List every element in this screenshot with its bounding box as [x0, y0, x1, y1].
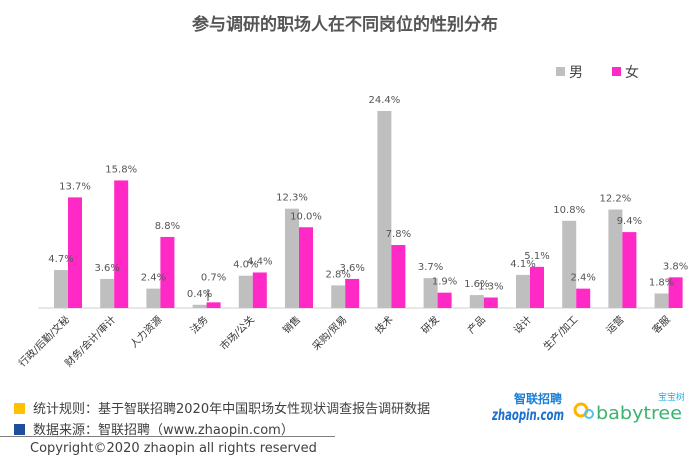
value-label-female-13: 3.8% — [663, 261, 688, 272]
copyright-divider — [0, 436, 335, 437]
value-label-female-6: 3.6% — [339, 263, 364, 274]
category-label-11: 生产/加工 — [540, 313, 580, 353]
svg-text:babytree: babytree — [596, 403, 682, 424]
value-label-male-6: 2.8% — [325, 269, 350, 280]
value-label-male-3: 0.4% — [187, 289, 212, 300]
category-label-3: 法务 — [187, 313, 210, 336]
bar-female-10 — [530, 266, 544, 308]
bar-male-1 — [100, 278, 115, 308]
value-label-male-1: 3.6% — [94, 263, 119, 274]
category-label-10: 设计 — [511, 313, 534, 336]
copyright-text: Copyright©2020 zhaopin all rights reserv… — [30, 441, 317, 456]
value-label-male-8: 3.7% — [418, 262, 443, 273]
footer-source: 数据来源：智联招聘（www.zhaopin.com） — [14, 419, 294, 438]
value-label-female-5: 10.0% — [290, 211, 322, 222]
bar-male-2 — [146, 288, 161, 308]
bar-male-3 — [192, 304, 207, 308]
category-label-12: 运营 — [603, 313, 626, 336]
bar-female-8 — [437, 292, 452, 308]
value-label-male-13: 1.8% — [649, 277, 674, 288]
bar-female-13 — [668, 277, 683, 308]
footer-rule: 统计规则：基于智联招聘2020年中国职场女性现状调查报告调研数据 — [14, 398, 430, 417]
legend-label-male: 男 — [569, 65, 583, 81]
value-label-female-12: 9.4% — [617, 216, 642, 227]
legend-swatch-male — [556, 67, 565, 76]
value-label-female-3: 0.7% — [201, 272, 226, 283]
chart-title: 参与调研的职场人在不同岗位的性别分布 — [192, 14, 498, 35]
value-labels: 4.7%13.7%3.6%15.8%2.4%8.8%0.4%0.7%4.0%4.… — [48, 95, 688, 300]
value-label-male-9: 1.6% — [464, 279, 489, 290]
value-label-male-11: 10.8% — [553, 205, 585, 216]
bar-male-8 — [423, 278, 438, 308]
category-label-2: 人力资源 — [127, 313, 164, 350]
value-label-female-11: 2.4% — [570, 273, 595, 284]
value-label-female-9: 1.3% — [478, 282, 503, 293]
footer-source-text: 数据来源：智联招聘（www.zhaopin.com） — [33, 423, 294, 438]
value-label-female-2: 8.8% — [155, 221, 180, 232]
bar-female-7 — [391, 245, 406, 308]
bar-female-3 — [206, 302, 221, 308]
rule-square-icon — [14, 403, 25, 414]
value-label-male-4: 4.0% — [233, 260, 258, 271]
legend-label-female: 女 — [625, 64, 639, 81]
legend-swatch-female — [612, 67, 621, 76]
value-label-female-7: 7.8% — [386, 229, 411, 240]
value-label-female-10: 5.1% — [524, 251, 549, 262]
bar-male-12 — [608, 209, 623, 308]
bar-female-1 — [114, 180, 129, 308]
value-label-male-12: 12.2% — [600, 194, 632, 205]
bar-male-0 — [54, 270, 68, 308]
footer-rule-text: 统计规则：基于智联招聘2020年中国职场女性现状调查报告调研数据 — [33, 402, 431, 417]
value-label-male-7: 24.4% — [369, 95, 401, 106]
category-label-8: 研发 — [418, 313, 441, 336]
legend: 男 女 — [556, 64, 639, 81]
value-label-female-0: 13.7% — [59, 181, 91, 192]
svg-text:宝宝树: 宝宝树 — [658, 391, 684, 403]
bar-female-0 — [68, 197, 82, 308]
category-label-4: 市场/公关 — [217, 313, 257, 353]
bar-female-12 — [622, 232, 637, 308]
category-label-9: 产品 — [465, 313, 488, 336]
bar-female-2 — [160, 236, 175, 308]
value-label-male-10: 4.1% — [510, 259, 535, 270]
bar-male-10 — [516, 274, 530, 308]
value-label-male-5: 12.3% — [276, 193, 308, 204]
bar-female-11 — [576, 288, 591, 308]
category-label-7: 技术 — [372, 313, 395, 336]
bar-male-6 — [331, 285, 346, 308]
source-square-icon — [14, 424, 25, 435]
value-label-male-0: 4.7% — [48, 254, 73, 265]
bar-male-4 — [238, 275, 253, 308]
bar-female-6 — [345, 278, 360, 308]
value-label-male-2: 2.4% — [141, 273, 166, 284]
bar-male-7 — [377, 111, 392, 308]
category-label-5: 销售 — [280, 313, 303, 336]
bars — [54, 111, 683, 308]
value-label-female-8: 1.9% — [432, 277, 457, 288]
value-label-female-4: 4.4% — [247, 256, 272, 267]
category-label-6: 采购/贸易 — [309, 313, 349, 353]
bar-male-11 — [562, 220, 577, 308]
bar-female-4 — [252, 272, 267, 308]
value-label-female-1: 15.8% — [105, 164, 137, 175]
bar-male-9 — [469, 295, 484, 308]
bar-female-9 — [483, 297, 498, 308]
babytree-logo: 宝宝树 babytree — [573, 391, 684, 424]
bar-male-5 — [285, 208, 299, 308]
svg-text:zhaopin.com: zhaopin.com — [492, 406, 564, 424]
bar-female-5 — [299, 227, 313, 308]
category-label-13: 客服 — [649, 313, 672, 336]
zhaopin-logo: 智联招聘 zhaopin.com — [492, 391, 564, 424]
svg-text:智联招聘: 智联招聘 — [513, 391, 562, 406]
bar-male-13 — [654, 293, 669, 308]
